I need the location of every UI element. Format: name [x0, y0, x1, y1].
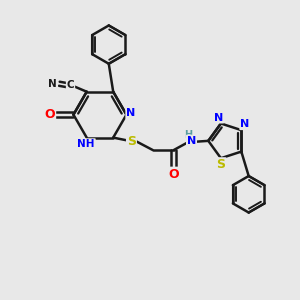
Text: N: N: [126, 108, 136, 118]
Text: NH: NH: [77, 139, 95, 149]
Text: N: N: [240, 119, 250, 129]
Text: S: S: [127, 135, 136, 148]
Text: N: N: [187, 136, 196, 146]
Text: O: O: [45, 108, 55, 121]
Text: N: N: [49, 79, 57, 89]
Text: S: S: [216, 158, 225, 171]
Text: C: C: [67, 80, 74, 90]
Text: N: N: [214, 112, 223, 123]
Text: O: O: [169, 168, 179, 181]
Text: H: H: [184, 130, 193, 140]
